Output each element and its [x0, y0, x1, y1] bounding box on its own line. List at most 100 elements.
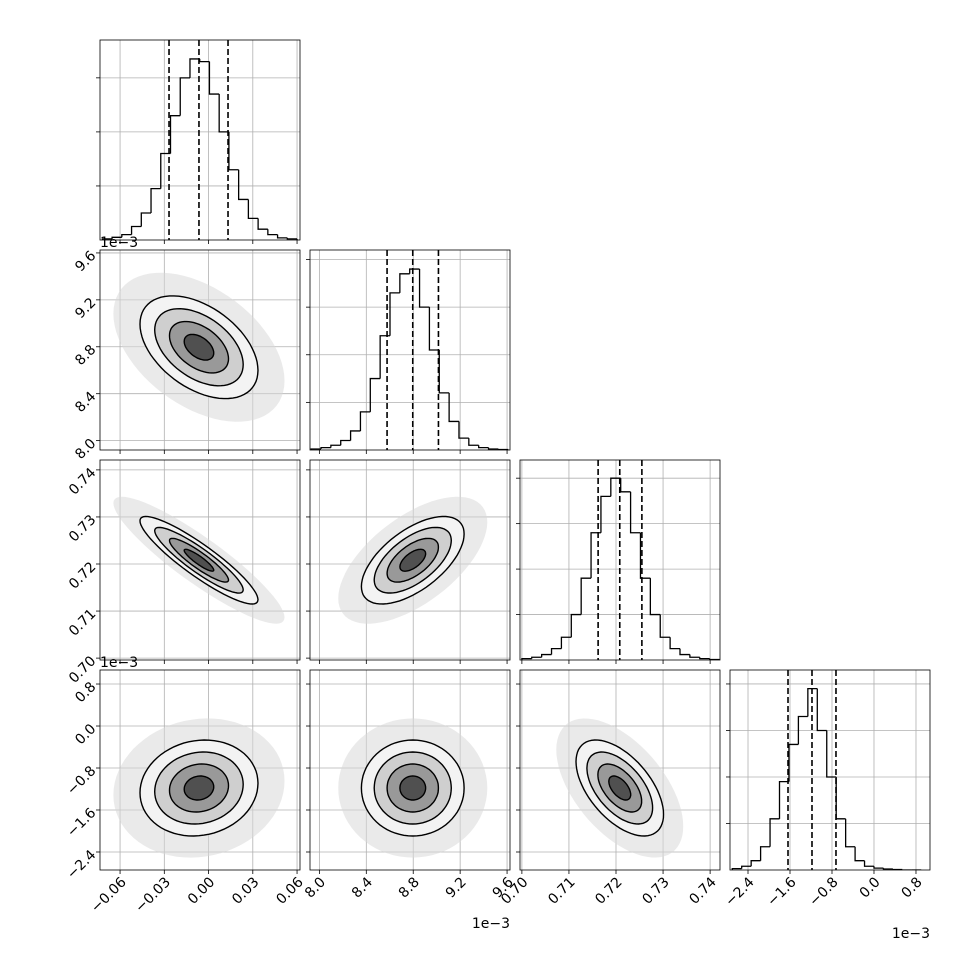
histogram-step — [649, 578, 661, 616]
histogram-step — [679, 648, 690, 656]
panel-frame — [309, 669, 511, 871]
contour — [373, 751, 453, 825]
contour — [597, 763, 643, 813]
histogram-step — [531, 656, 542, 659]
histogram-step — [389, 292, 400, 336]
x-tick-label: −0.03 — [132, 874, 174, 916]
histogram-step — [330, 444, 341, 448]
contour — [399, 775, 427, 801]
x-offset-label: 1e−3 — [892, 926, 930, 942]
x-tick-label: −0.06 — [88, 874, 130, 916]
histogram-step — [458, 421, 469, 439]
histogram-step — [639, 532, 651, 579]
histogram-step — [580, 577, 592, 615]
y-tick-label: 0.73 — [66, 512, 99, 545]
contour — [399, 548, 427, 572]
contour — [153, 751, 244, 825]
x-tick-label: 0.03 — [229, 874, 262, 907]
histogram-step — [349, 430, 361, 441]
panel-frame — [309, 249, 511, 451]
histogram-step — [320, 446, 331, 450]
histogram-step — [731, 867, 742, 870]
contour — [360, 515, 465, 605]
x-tick-label: 0.00 — [185, 874, 218, 907]
histogram-step — [448, 392, 459, 423]
contour — [168, 763, 230, 813]
panel-frame — [99, 669, 301, 871]
histogram-step — [788, 743, 799, 782]
histogram-step — [610, 477, 621, 497]
contour — [575, 739, 665, 837]
y-tick-label: 8.8 — [72, 342, 99, 369]
histogram-step — [257, 218, 268, 230]
histogram-step — [111, 236, 122, 239]
panel — [100, 460, 300, 660]
x-tick-label: 0.0 — [857, 874, 884, 901]
panel-frame — [519, 669, 721, 871]
histogram-step — [689, 654, 700, 658]
histogram-step — [570, 613, 582, 638]
histogram-step — [560, 636, 572, 649]
y-tick-label: 0.72 — [66, 559, 99, 592]
y-offset-label: 1e−3 — [100, 235, 138, 251]
histogram-step — [816, 688, 827, 732]
histogram-step — [699, 657, 710, 660]
histogram-step — [228, 131, 239, 171]
contour — [139, 295, 259, 400]
panel-frame — [99, 459, 301, 661]
histogram-step — [276, 234, 288, 239]
density-fill — [184, 549, 214, 572]
y-tick-label: 9.2 — [72, 295, 99, 322]
contour — [183, 548, 215, 572]
histogram-step — [179, 77, 190, 116]
histogram-step — [369, 377, 381, 412]
histogram-step — [807, 687, 818, 717]
density-fill — [608, 776, 631, 800]
density-fill — [399, 776, 426, 800]
x-tick-label: 0.72 — [592, 874, 625, 907]
histogram-step — [778, 780, 789, 819]
y-tick-label: 9.6 — [72, 248, 99, 275]
histogram-step — [835, 776, 846, 820]
y-tick-label: 8.0 — [72, 436, 99, 463]
x-tick-label: −0.8 — [806, 874, 841, 909]
panel-frame — [309, 459, 511, 661]
contour — [373, 526, 453, 594]
histogram-step — [487, 447, 499, 450]
histogram-step — [629, 491, 641, 534]
histogram-step — [286, 237, 298, 240]
panel — [100, 250, 300, 450]
histogram-step — [550, 647, 562, 655]
histogram-step — [379, 335, 390, 379]
contour — [386, 537, 440, 583]
histogram-step — [409, 268, 420, 274]
histogram-step — [844, 818, 856, 848]
histogram-step — [340, 439, 351, 446]
panel — [100, 40, 300, 240]
contour — [360, 739, 465, 837]
histogram-step — [140, 212, 152, 227]
y-tick-label: 0.71 — [66, 606, 99, 639]
contour — [183, 333, 215, 361]
x-tick-label: 0.71 — [545, 874, 578, 907]
histogram-step — [418, 269, 430, 308]
x-tick-label: 0.73 — [639, 874, 672, 907]
histogram-step — [130, 225, 142, 235]
histogram-step — [169, 115, 181, 154]
histogram-step — [237, 169, 249, 201]
histogram-step — [189, 58, 200, 78]
y-tick-label: −0.8 — [64, 763, 99, 798]
x-tick-label: 8.8 — [396, 874, 423, 901]
y-tick-label: −2.4 — [64, 847, 99, 882]
panel-frame — [519, 459, 721, 661]
contour — [139, 739, 259, 837]
x-tick-label: 9.2 — [443, 874, 470, 901]
panel-frame — [99, 249, 301, 451]
density-fill — [184, 776, 214, 800]
histogram-step — [521, 657, 532, 660]
histogram-step — [826, 730, 837, 778]
x-tick-label: −1.6 — [764, 874, 799, 909]
histogram-step — [750, 860, 761, 867]
y-tick-label: 8.4 — [72, 389, 99, 416]
